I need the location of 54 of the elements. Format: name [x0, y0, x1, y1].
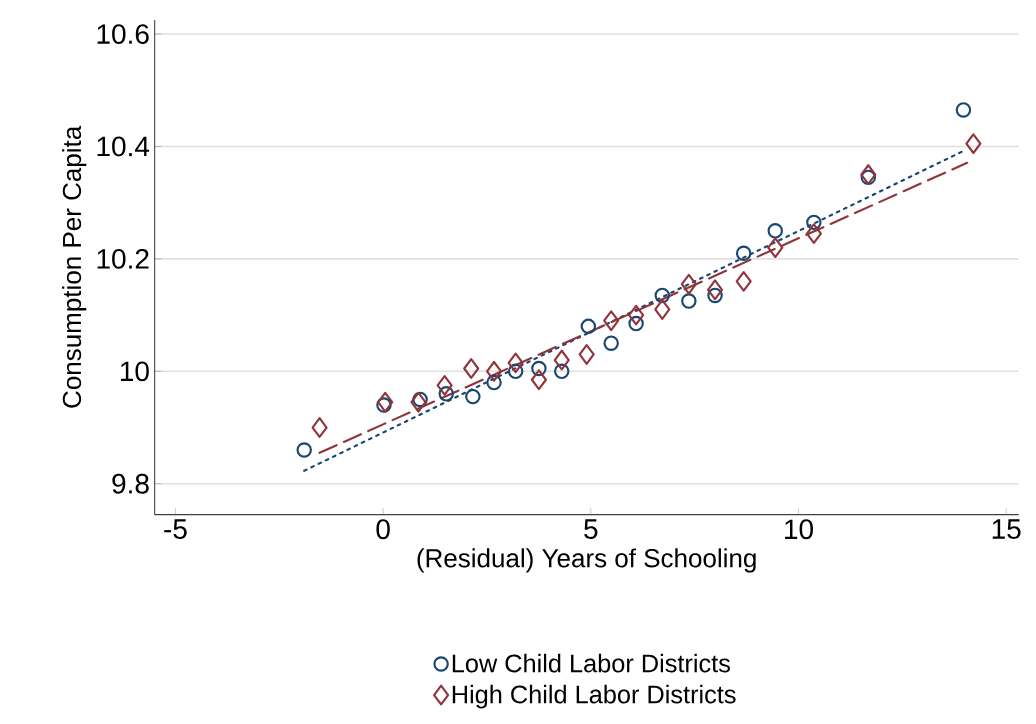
- point: [531, 360, 547, 377]
- point: [860, 169, 877, 186]
- point: [578, 344, 595, 365]
- point: [412, 391, 428, 408]
- point: [465, 388, 481, 405]
- point: [860, 164, 877, 185]
- point: [806, 214, 822, 231]
- y-tick-label: 10.6: [97, 24, 149, 44]
- point: [767, 223, 783, 239]
- point: [654, 299, 671, 320]
- x-tick-label: -5: [164, 519, 187, 539]
- point: [735, 270, 752, 292]
- point: [485, 360, 503, 382]
- y-tick-label: 10.4: [97, 136, 150, 157]
- point: [955, 102, 972, 118]
- x-tick-label: 0: [376, 519, 390, 540]
- point: [296, 442, 312, 458]
- legend-label: Low Child Labor Districts: [452, 653, 730, 673]
- point: [628, 304, 645, 326]
- point: [603, 310, 620, 332]
- x-tick-label: 10: [785, 519, 813, 540]
- point: [680, 273, 697, 295]
- point: [530, 369, 547, 391]
- point: [486, 374, 502, 391]
- x-tick-label: 5: [584, 519, 598, 539]
- y-tick-label: 9.8: [112, 473, 149, 494]
- point: [377, 391, 394, 413]
- point: [706, 279, 724, 301]
- point: [507, 352, 524, 374]
- point: [965, 133, 982, 155]
- point: [410, 391, 427, 413]
- point: [580, 318, 597, 335]
- point: [603, 335, 619, 351]
- point: [507, 363, 524, 380]
- point: [805, 223, 822, 244]
- point: [376, 397, 392, 413]
- point: [767, 237, 784, 259]
- point: [681, 293, 697, 309]
- point: [554, 363, 570, 380]
- y-axis-title: Consumption Per Capita: [62, 125, 87, 408]
- point: [553, 349, 570, 371]
- point: [735, 245, 752, 262]
- x-tick-label: 15: [992, 519, 1021, 539]
- point: [438, 386, 455, 402]
- point: [628, 315, 644, 332]
- y-tick-label: 10: [120, 361, 149, 382]
- point: [311, 417, 328, 438]
- legend-label: High Child Labor Districts: [452, 684, 736, 709]
- point: [463, 358, 480, 379]
- x-axis-title: (Residual) Years of Schooling: [417, 548, 756, 573]
- point: [436, 374, 453, 396]
- point: [654, 287, 671, 304]
- point: [707, 287, 723, 304]
- y-tick-label: 10.2: [97, 248, 149, 269]
